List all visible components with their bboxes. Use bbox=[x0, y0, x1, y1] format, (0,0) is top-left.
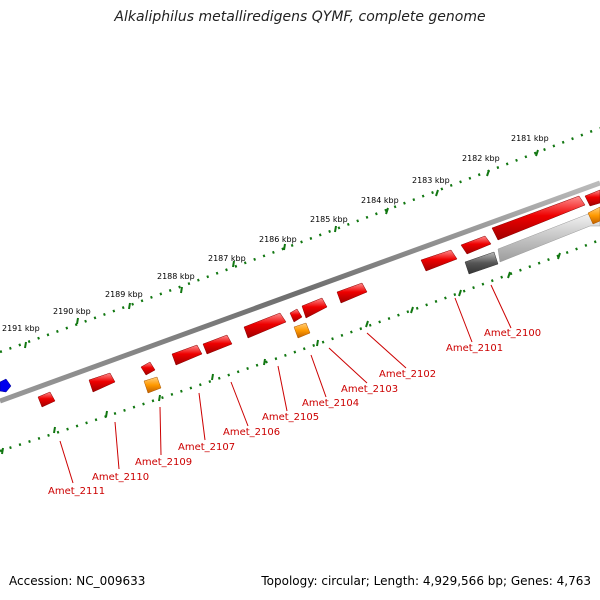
scale-label: 2190 kbp bbox=[53, 307, 91, 316]
gene-label[interactable]: Amet_2106 bbox=[223, 427, 280, 438]
tick-mark bbox=[410, 306, 414, 314]
leader-line bbox=[114, 421, 120, 470]
accession-label: Accession: NC_009633 bbox=[9, 574, 146, 588]
gene-label[interactable]: Amet_2109 bbox=[135, 457, 192, 468]
gene-feature-light[interactable] bbox=[497, 213, 600, 263]
leader-line bbox=[198, 392, 206, 441]
leader-line bbox=[366, 332, 407, 369]
tick-mark bbox=[1, 447, 4, 455]
scale-label: 2181 kbp bbox=[511, 134, 549, 143]
inner-tick-marks bbox=[1, 252, 561, 455]
leader-line bbox=[59, 440, 74, 484]
tick-mark bbox=[507, 271, 511, 279]
gene-feature[interactable] bbox=[202, 334, 233, 355]
gene-label[interactable]: Amet_2111 bbox=[48, 486, 105, 497]
gene-feature[interactable] bbox=[88, 372, 116, 393]
scale-label: 2185 kbp bbox=[310, 215, 348, 224]
scale-label: 2182 kbp bbox=[462, 154, 500, 163]
tick-mark bbox=[535, 149, 539, 157]
gene-feature-dark[interactable] bbox=[464, 251, 499, 275]
tick-mark bbox=[458, 289, 462, 297]
tick-mark bbox=[180, 286, 183, 294]
tick-mark bbox=[365, 320, 369, 328]
gene-feature[interactable] bbox=[140, 361, 156, 376]
gene-label[interactable]: Amet_2107 bbox=[178, 442, 235, 453]
scale-label: 2183 kbp bbox=[412, 176, 450, 185]
gene-feature[interactable] bbox=[491, 195, 586, 241]
scale-label: 2184 kbp bbox=[361, 196, 399, 205]
tick-mark bbox=[316, 339, 319, 347]
gene-feature[interactable] bbox=[289, 308, 303, 323]
rna-feature[interactable] bbox=[143, 376, 162, 394]
genome-backbone bbox=[0, 180, 600, 404]
tick-mark bbox=[263, 358, 266, 366]
scale-label: 2186 kbp bbox=[259, 235, 297, 244]
tick-mark bbox=[211, 373, 214, 381]
gene-label[interactable]: Amet_2101 bbox=[446, 343, 503, 354]
gene-feature[interactable] bbox=[336, 282, 368, 304]
scale-label: 2189 kbp bbox=[105, 290, 143, 299]
tick-mark bbox=[283, 243, 286, 251]
tick-mark bbox=[557, 252, 561, 260]
tick-mark bbox=[105, 410, 108, 418]
tick-mark bbox=[76, 317, 79, 325]
gene-feature[interactable] bbox=[420, 249, 458, 272]
tick-mark bbox=[435, 189, 439, 197]
leader-line bbox=[310, 354, 327, 398]
genome-info-label: Topology: circular; Length: 4,929,566 bp… bbox=[261, 574, 591, 588]
tick-mark bbox=[486, 169, 490, 177]
tick-mark bbox=[385, 207, 389, 215]
gene-feature[interactable] bbox=[301, 297, 328, 319]
scale-label: 2191 kbp bbox=[2, 324, 40, 333]
gene-features bbox=[0, 189, 600, 408]
gene-label[interactable]: Amet_2100 bbox=[484, 328, 541, 339]
rna-feature[interactable] bbox=[293, 322, 311, 339]
gene-feature[interactable] bbox=[243, 312, 287, 339]
tick-mark bbox=[128, 302, 131, 310]
tick-mark bbox=[334, 225, 337, 233]
tick-mark bbox=[232, 260, 235, 268]
scale-labels: 2181 kbp 2182 kbp 2183 kbp 2184 kbp 2185… bbox=[2, 134, 549, 333]
highlighted-gene-marker[interactable] bbox=[0, 378, 12, 393]
label-leaders bbox=[59, 284, 512, 484]
gene-label[interactable]: Amet_2103 bbox=[341, 384, 398, 395]
scale-label: 2187 kbp bbox=[208, 254, 246, 263]
gene-feature[interactable] bbox=[171, 344, 203, 366]
gene-feature[interactable] bbox=[584, 189, 600, 207]
leader-line bbox=[230, 381, 249, 427]
gene-feature[interactable] bbox=[460, 235, 492, 255]
gene-label[interactable]: Amet_2110 bbox=[92, 472, 149, 483]
leader-line bbox=[277, 365, 288, 412]
tick-mark bbox=[53, 426, 56, 434]
map-title: Alkaliphilus metalliredigens QYMF, compl… bbox=[114, 9, 486, 25]
gene-label[interactable]: Amet_2104 bbox=[302, 398, 359, 409]
outer-tick-marks bbox=[24, 149, 539, 349]
leader-line bbox=[328, 347, 368, 384]
scale-label: 2188 kbp bbox=[157, 272, 195, 281]
gene-feature[interactable] bbox=[37, 391, 56, 408]
rna-feature[interactable] bbox=[587, 206, 600, 225]
leader-line bbox=[159, 406, 162, 456]
gene-label[interactable]: Amet_2105 bbox=[262, 412, 319, 423]
gene-labels: Amet_2100 Amet_2101 Amet_2102 Amet_2103 … bbox=[48, 328, 541, 497]
leader-line bbox=[490, 284, 512, 329]
tick-mark bbox=[24, 341, 27, 349]
leader-line bbox=[454, 297, 473, 343]
gene-label[interactable]: Amet_2102 bbox=[379, 369, 436, 380]
tick-mark bbox=[158, 394, 161, 402]
